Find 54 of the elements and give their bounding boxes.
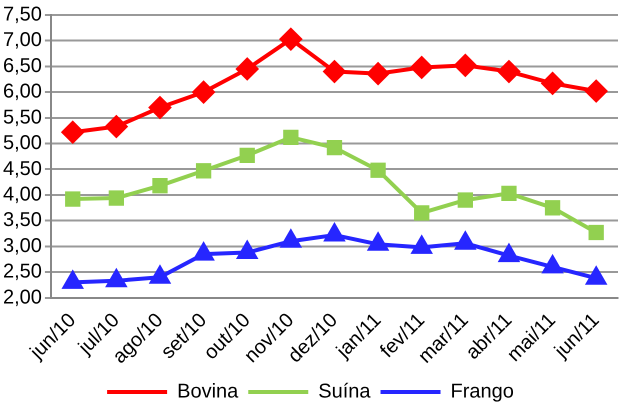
legend-label: Suína [318,380,372,403]
point [152,178,168,194]
point [456,232,476,250]
point [499,244,519,262]
point [192,81,215,104]
point [544,200,560,216]
point [148,96,171,119]
point [585,80,608,102]
point [283,130,298,146]
y-tick-label: 4,00 [2,183,42,206]
point [370,162,386,178]
point [108,190,124,206]
y-tick-label: 3,00 [2,234,42,257]
y-tick-label: 5,50 [2,106,42,128]
legend-label: Bovina [177,380,240,403]
y-tick-label: 6,50 [2,54,42,77]
point [414,205,430,221]
y-tick-label: 3,50 [2,209,42,232]
point [324,224,344,242]
point [62,271,83,289]
y-tick-label: 7,00 [2,29,42,52]
point [542,72,564,94]
point [106,270,126,288]
point [62,121,84,144]
y-tick-label: 2,50 [2,260,42,283]
y-tick-label: 4,50 [2,158,42,180]
point [412,236,432,254]
point [588,224,604,240]
point [240,148,255,164]
point [542,256,562,274]
point [367,62,390,85]
point [501,186,517,202]
point [458,192,473,208]
point [236,58,258,80]
point [196,163,212,178]
point [237,242,258,260]
legend-label: Frango [450,380,514,403]
y-tick-label: 7,50 [2,4,42,26]
point [368,233,388,251]
point [281,230,301,248]
point [586,267,606,285]
point [194,243,214,261]
y-tick-label: 2,00 [2,286,42,308]
point [454,54,476,76]
point [150,266,170,284]
y-tick-label: 5,00 [2,132,42,154]
y-tick-label: 6,00 [2,80,42,103]
point [410,56,433,78]
point [498,60,520,83]
point [326,140,342,156]
point [105,116,128,138]
point [280,28,302,50]
point [323,60,346,83]
point [65,191,80,207]
